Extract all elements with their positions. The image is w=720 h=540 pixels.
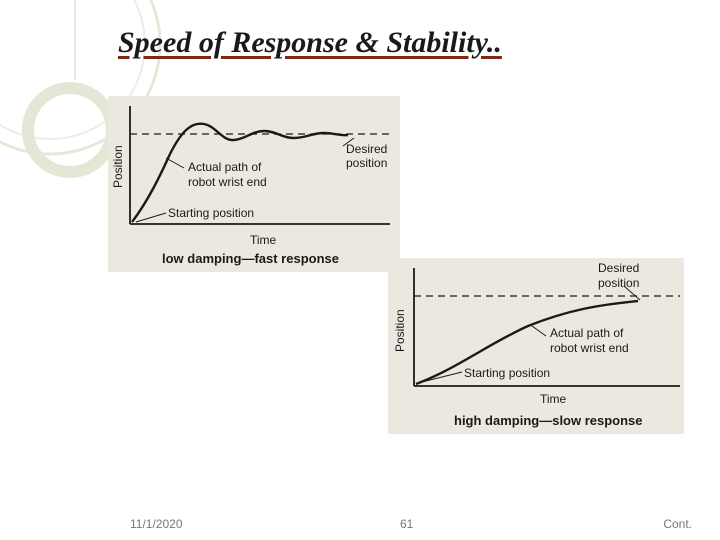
desired-label-line2: position [598, 276, 639, 290]
desired-label-line1: Desired [598, 261, 639, 275]
footer-date: 11/1/2020 [130, 517, 183, 531]
actual-path-label-line2: robot wrist end [550, 341, 629, 355]
low-damping-figure: Position Desired position Actual path of… [108, 96, 400, 272]
y-axis-label: Position [393, 309, 407, 352]
starting-position-label: Starting position [168, 206, 254, 220]
desired-label-line1: Desired [346, 142, 387, 156]
figure-caption: high damping—slow response [454, 413, 643, 428]
actual-path-label-line1: Actual path of [188, 160, 262, 174]
actual-path-label-line1: Actual path of [550, 326, 624, 340]
y-axis-label: Position [111, 145, 125, 188]
slide-title: Speed of Response & Stability.. [118, 26, 502, 59]
desired-label-line2: position [346, 156, 387, 170]
footer-page-number: 61 [400, 517, 414, 531]
high-damping-figure: Position Desired position Actual path of… [388, 258, 684, 434]
footer-continued: Cont. [663, 517, 692, 531]
x-axis-label: Time [540, 392, 567, 406]
response-curve [131, 122, 349, 223]
figure-caption: low damping—fast response [162, 251, 339, 266]
actual-path-label-line2: robot wrist end [188, 175, 267, 189]
x-axis-label: Time [250, 233, 277, 247]
response-curve [415, 299, 639, 386]
starting-position-label: Starting position [464, 366, 550, 380]
